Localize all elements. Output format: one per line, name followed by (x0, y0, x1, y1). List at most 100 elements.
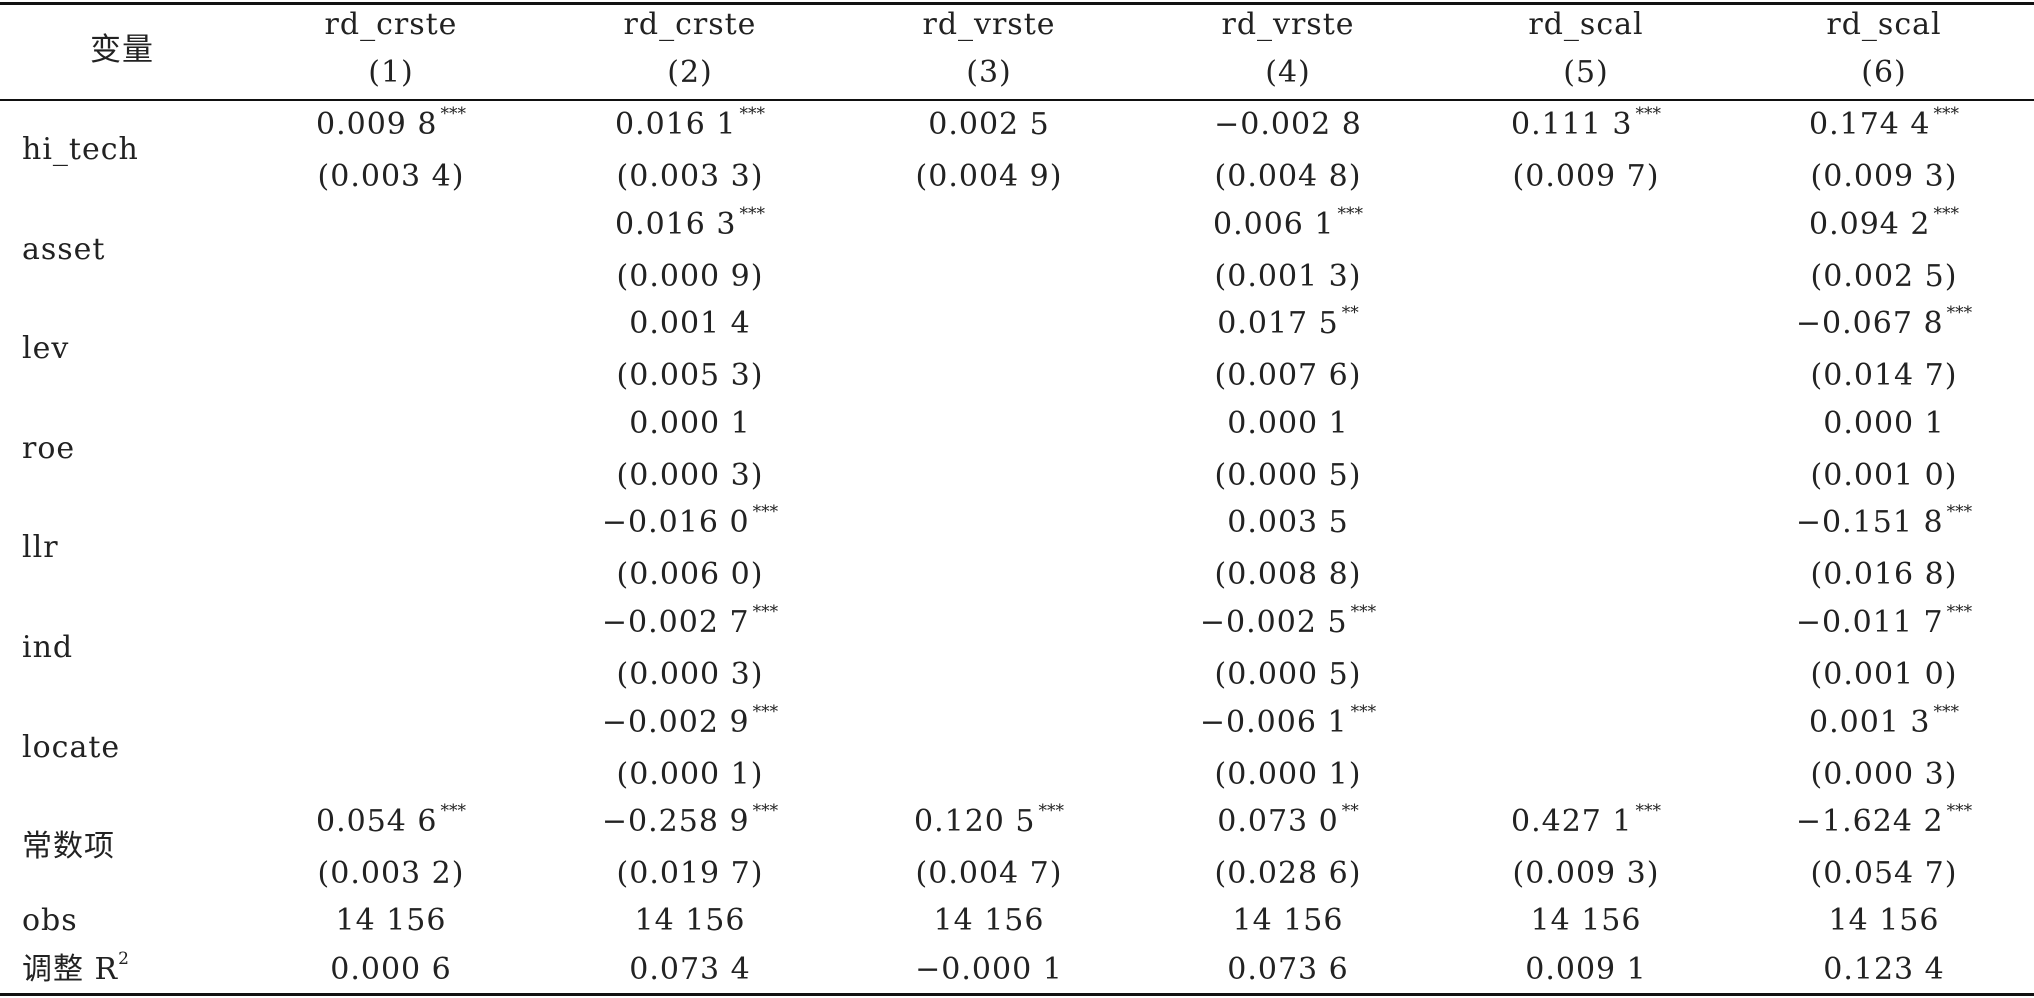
row-label-text: hi_tech (22, 132, 139, 167)
obs-cell-text: 14 156 (1232, 903, 1344, 938)
r-squared-exponent: 2 (118, 949, 129, 969)
coefficient-cell-text: 0.016 3 (614, 206, 737, 242)
std-error-cell-text: (0.000 1) (1214, 756, 1362, 792)
std-error-cell-text: (0.019 7) (616, 856, 764, 892)
significance-stars: *** (440, 104, 467, 124)
std-error-cell: (0.001 0) (1811, 460, 1958, 491)
column-header-name-text: rd_crste (324, 7, 458, 42)
std-error-cell-text: (0.003 2) (317, 856, 465, 892)
std-error-cell: (0.000 1) (1214, 756, 1362, 792)
coefficient-cell: 0.017 5 ** (1217, 305, 1359, 339)
obs-cell-text: 14 156 (1530, 903, 1642, 938)
coefficient-cell-text: −1.624 2 (1795, 804, 1944, 840)
std-error-cell: (0.006 0) (617, 560, 764, 590)
coefficient-cell-text: −0.016 0 (601, 505, 750, 541)
obs-cell: 14 156 (336, 906, 447, 936)
obs-cell-text: 14 156 (335, 903, 447, 938)
coefficient-cell: 0.094 2 *** (1809, 205, 1959, 240)
std-error-cell: (0.019 7) (617, 859, 764, 889)
coefficient-cell-text: −0.002 7 (601, 605, 750, 640)
adj-r2-cell: 0.073 6 (1227, 955, 1349, 985)
coefficient-cell: 0.054 6 *** (316, 803, 466, 837)
adj-r2-cell: −0.000 1 (915, 955, 1063, 985)
coefficient-cell: 0.073 0 ** (1217, 803, 1359, 837)
significance-stars: *** (752, 502, 779, 523)
column-header-number-text: (5) (1563, 55, 1609, 90)
coefficient-cell: 0.006 1 *** (1213, 205, 1363, 240)
column-header-number-text: (6) (1861, 55, 1907, 90)
std-error-cell: (0.001 3) (1215, 261, 1362, 292)
coefficient-cell: 0.016 3 *** (614, 205, 765, 242)
adj-r2-cell-text: 0.123 4 (1823, 952, 1945, 987)
row-label-text: lev (22, 331, 70, 367)
row-label: 常数项 (22, 832, 115, 862)
coefficient-cell: 0.000 1 (1227, 405, 1349, 441)
std-error-cell-text: (0.003 4) (317, 159, 465, 194)
std-error-cell: (0.009 3) (1811, 162, 1958, 192)
row-label-adj-r2: 调整 R2 (22, 951, 129, 985)
obs-cell: 14 156 (635, 906, 746, 936)
std-error-cell: (0.054 7) (1811, 859, 1958, 889)
significance-stars: *** (1933, 203, 1960, 224)
std-error-cell-text: (0.000 1) (616, 756, 764, 792)
std-error-cell: (0.000 3) (1810, 756, 1958, 792)
coefficient-cell: 0.003 5 (1227, 508, 1349, 538)
obs-cell-text: 14 156 (634, 903, 746, 938)
coefficient-cell: 0.427 1 *** (1511, 803, 1661, 837)
column-header-number: (6) (1861, 58, 1907, 88)
coefficient-cell: −0.002 7 *** (601, 604, 778, 640)
coefficient-cell: −0.002 5 *** (1199, 604, 1376, 640)
std-error-cell-text: (0.009 3) (1810, 159, 1958, 194)
column-header-name: rd_crste (624, 10, 757, 40)
coefficient-cell: 0.111 3 *** (1511, 106, 1661, 140)
column-header-number-text: (1) (368, 55, 414, 90)
obs-cell: 14 156 (1233, 906, 1344, 936)
significance-stars: *** (1635, 801, 1662, 822)
column-header-number: (4) (1265, 58, 1311, 88)
column-header-name-text: rd_scal (1826, 7, 1942, 42)
std-error-cell: (0.008 8) (1215, 560, 1362, 590)
adj-r2-cell-text: −0.000 1 (915, 952, 1063, 987)
row-label-text: 常数项 (22, 829, 115, 865)
significance-stars: *** (739, 104, 766, 124)
coefficient-cell-text: −0.067 8 (1795, 306, 1944, 342)
obs-cell: 14 156 (1829, 906, 1940, 936)
coefficient-cell: −0.002 9 *** (602, 703, 778, 738)
std-error-cell-text: (0.000 3) (1810, 756, 1958, 792)
coefficient-cell-text: −0.002 5 (1199, 605, 1348, 640)
row-label: asset (22, 234, 106, 265)
coefficient-cell-text: 0.000 1 (629, 405, 751, 441)
std-error-cell: (0.009 7) (1513, 162, 1660, 192)
std-error-cell: (0.000 1) (616, 756, 764, 792)
obs-cell-text: 14 156 (1828, 903, 1940, 938)
significance-stars: *** (752, 602, 779, 622)
coefficient-cell-text: −0.002 8 (1214, 107, 1362, 142)
std-error-cell-text: (0.000 9) (616, 258, 764, 294)
std-error-cell-text: (0.009 3) (1512, 856, 1660, 892)
std-error-cell-text: (0.004 7) (915, 856, 1063, 892)
header-variable-label: 变量 (90, 35, 154, 66)
adj-r2-cell: 0.000 6 (330, 955, 452, 985)
column-header-number: (2) (667, 58, 713, 88)
coefficient-cell-text: 0.000 1 (1227, 405, 1349, 441)
coefficient-cell-text: 0.009 8 (315, 107, 438, 142)
row-label-obs-text: obs (22, 903, 78, 938)
obs-cell: 14 156 (1531, 906, 1642, 936)
column-header-name-text: rd_vrste (922, 7, 1056, 42)
column-header-name: rd_vrste (1221, 10, 1354, 40)
significance-stars: *** (1946, 502, 1973, 523)
coefficient-cell-text: 0.000 1 (1823, 405, 1945, 441)
std-error-cell: (0.004 9) (916, 162, 1063, 192)
std-error-cell-text: (0.001 0) (1810, 657, 1958, 692)
std-error-cell-text: (0.004 8) (1214, 159, 1362, 194)
coefficient-cell: 0.001 4 (629, 309, 751, 339)
std-error-cell-text: (0.028 6) (1214, 856, 1362, 892)
significance-stars: ** (1341, 303, 1359, 324)
coefficient-cell: −1.624 2 *** (1795, 803, 1972, 840)
significance-stars: *** (1933, 701, 1960, 722)
coefficient-cell: −0.016 0 *** (601, 504, 778, 541)
coefficient-cell: 0.174 4 *** (1809, 106, 1959, 140)
coefficient-cell: 0.120 5 *** (914, 803, 1064, 837)
row-label-text: locate (22, 729, 121, 765)
row-label-obs: obs (22, 906, 78, 936)
